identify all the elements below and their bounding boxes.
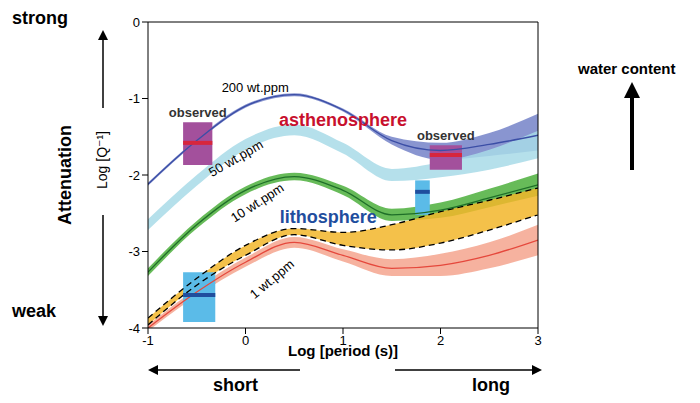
svg-text:-2: -2	[128, 168, 140, 183]
svg-text:observed: observed	[417, 128, 475, 143]
svg-text:10 wt.ppm: 10 wt.ppm	[228, 180, 286, 225]
svg-text:-3: -3	[128, 244, 140, 259]
svg-text:Attenuation: Attenuation	[55, 125, 75, 225]
svg-text:3: 3	[534, 333, 541, 348]
svg-text:long: long	[472, 375, 510, 395]
svg-text:observed: observed	[169, 105, 227, 120]
svg-text:-4: -4	[128, 321, 140, 336]
svg-text:-1: -1	[128, 91, 140, 106]
svg-text:0: 0	[242, 333, 249, 348]
svg-text:water content: water content	[577, 60, 676, 77]
svg-text:2: 2	[437, 333, 444, 348]
svg-text:-1: -1	[142, 333, 154, 348]
svg-text:0: 0	[133, 15, 140, 30]
svg-text:Log [Q⁻¹]: Log [Q⁻¹]	[94, 131, 110, 189]
svg-text:short: short	[213, 375, 258, 395]
svg-text:weak: weak	[11, 301, 57, 321]
svg-text:lithosphere: lithosphere	[280, 207, 377, 227]
svg-text:1 wt.ppm: 1 wt.ppm	[247, 256, 297, 301]
svg-text:strong: strong	[12, 8, 68, 28]
svg-text:asthenosphere: asthenosphere	[279, 110, 407, 130]
svg-text:1: 1	[339, 333, 346, 348]
svg-text:Log [period (s)]: Log [period (s)]	[288, 342, 398, 359]
svg-text:50 wt.ppm: 50 wt.ppm	[206, 137, 265, 180]
svg-text:200 wt.ppm: 200 wt.ppm	[222, 80, 289, 95]
